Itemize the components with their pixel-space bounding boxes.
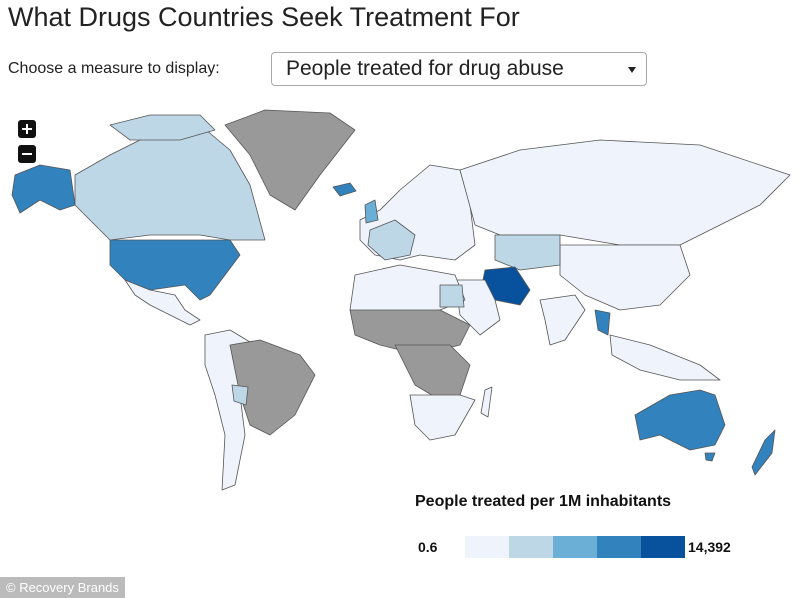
mexico <box>124 279 201 326</box>
australia <box>634 389 726 451</box>
select-value[interactable]: People treated for drug abuse <box>286 57 564 80</box>
measure-select[interactable]: People treated for drug abuse <box>271 52 647 86</box>
zoom-out[interactable] <box>18 145 36 163</box>
world-map <box>11 109 791 491</box>
measure-label: Choose a measure to display: <box>8 60 220 77</box>
usa <box>109 239 241 301</box>
arabia <box>454 279 501 336</box>
title: What Drugs Countries Seek Treatment For <box>8 2 520 32</box>
greenland <box>224 109 356 211</box>
western-europe <box>367 219 416 261</box>
egypt <box>439 284 465 308</box>
tasmania <box>704 452 716 462</box>
india <box>539 294 586 346</box>
legend-max: 14,392 <box>688 539 731 555</box>
new-zealand <box>751 429 776 476</box>
zoom-in-icon[interactable] <box>26 124 28 134</box>
select-arrow[interactable] <box>628 67 636 73</box>
central-asia <box>494 234 561 271</box>
legend-swatch <box>641 536 685 558</box>
alaska <box>11 164 76 214</box>
arctic-islands <box>109 114 216 141</box>
thailand <box>594 309 611 336</box>
legend-min: 0.6 <box>418 539 438 555</box>
brazil <box>229 339 316 436</box>
legend-swatch <box>465 536 509 558</box>
russia <box>459 139 791 246</box>
uk <box>364 199 379 224</box>
southern-africa <box>409 394 476 441</box>
central-africa <box>394 344 471 401</box>
iceland <box>332 182 357 197</box>
zoom-in[interactable] <box>18 120 36 138</box>
legend-swatches <box>465 536 685 558</box>
canada <box>74 124 266 241</box>
credit: © Recovery Brands <box>0 577 125 598</box>
madagascar <box>480 386 493 418</box>
legend-title: People treated per 1M inhabitants <box>415 493 672 510</box>
legend-swatch <box>553 536 597 558</box>
southeast-asia <box>609 334 721 381</box>
legend-swatch <box>597 536 641 558</box>
legend-swatch <box>509 536 553 558</box>
china <box>559 244 691 311</box>
paraguay <box>231 384 249 406</box>
zoom-out-icon[interactable] <box>22 153 32 155</box>
